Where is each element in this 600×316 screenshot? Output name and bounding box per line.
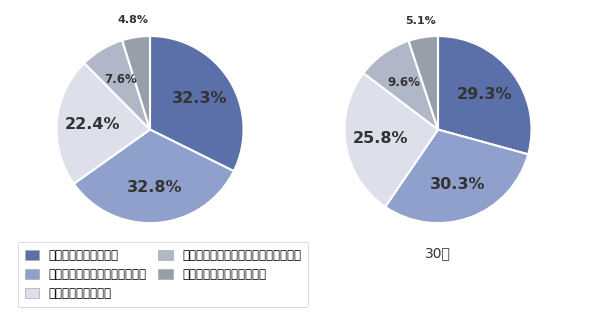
Text: 29.3%: 29.3% (457, 87, 512, 102)
Title: 20代: 20代 (137, 246, 163, 260)
Wedge shape (122, 36, 150, 130)
Wedge shape (150, 36, 244, 171)
Wedge shape (438, 36, 532, 154)
Title: 30代: 30代 (425, 246, 451, 260)
Wedge shape (74, 130, 234, 223)
Text: 32.3%: 32.3% (172, 92, 227, 106)
Legend: 嬉しい（ポジティブ）, やや嬉しい（ややポジティブ）, どちらとも言えない, あまり嬉しくない（ややネガティブ）, 嬉しくない（ネガティブ）: 嬉しい（ポジティブ）, やや嬉しい（ややポジティブ）, どちらとも言えない, あ… (18, 242, 308, 307)
Text: 5.1%: 5.1% (405, 15, 436, 26)
Text: 22.4%: 22.4% (64, 117, 120, 132)
Text: 9.6%: 9.6% (388, 76, 421, 89)
Text: 7.6%: 7.6% (104, 73, 137, 86)
Wedge shape (364, 41, 438, 130)
Wedge shape (344, 73, 438, 207)
Text: 32.8%: 32.8% (127, 180, 182, 195)
Wedge shape (385, 130, 528, 223)
Wedge shape (56, 63, 150, 184)
Text: 30.3%: 30.3% (430, 177, 486, 191)
Wedge shape (84, 40, 150, 130)
Text: 25.8%: 25.8% (353, 131, 409, 146)
Text: 4.8%: 4.8% (118, 15, 149, 26)
Wedge shape (409, 36, 438, 130)
